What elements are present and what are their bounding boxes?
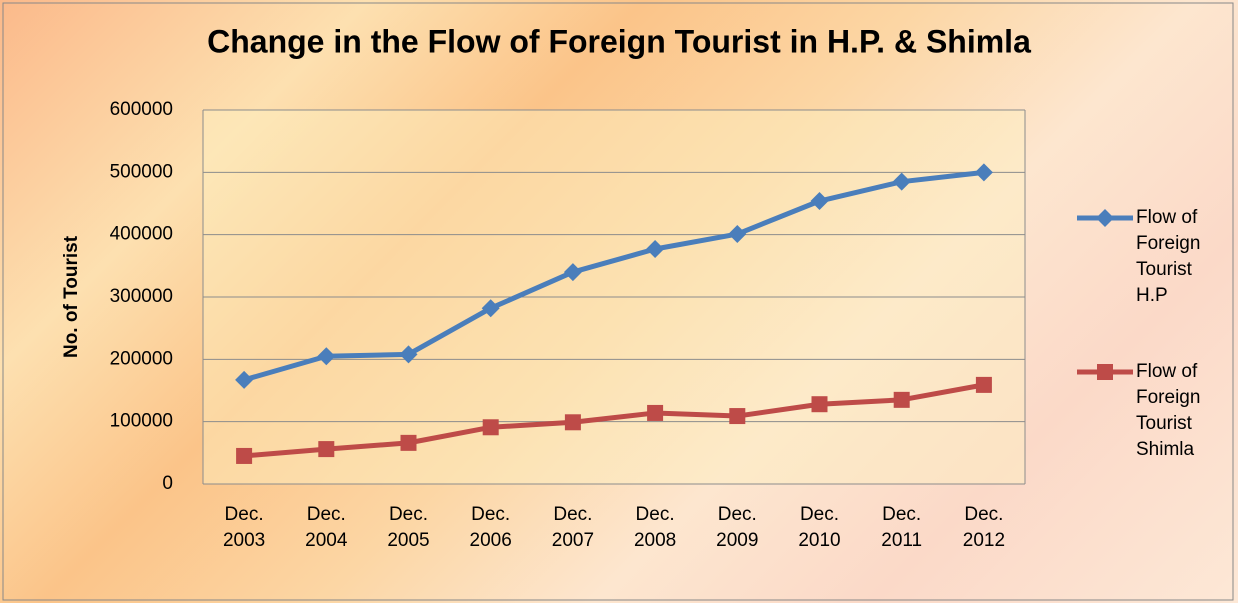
data-point <box>317 347 336 366</box>
data-point <box>729 408 746 425</box>
data-point <box>810 192 829 211</box>
y-tick-label: 600000 <box>110 99 173 120</box>
x-tick-label: Dec. 2004 <box>305 504 348 551</box>
x-tick-label: Dec. 2011 <box>881 504 923 551</box>
y-axis-label: No. of Tourist <box>61 235 82 358</box>
data-point <box>728 225 747 244</box>
data-point <box>563 263 582 282</box>
x-tick-label: Dec. 2005 <box>387 504 430 551</box>
data-point <box>647 404 664 421</box>
data-point <box>399 345 418 364</box>
x-tick-label: Dec. 2009 <box>716 504 759 551</box>
series-line <box>243 169 985 383</box>
x-tick-label: Dec. 2008 <box>633 504 677 551</box>
y-tick-label: 200000 <box>110 348 173 369</box>
x-tick-label: Dec. 2010 <box>798 504 841 551</box>
legend-label: Flow of Foreign Tourist Shimla <box>1136 361 1201 460</box>
x-tick-label: Dec. 2003 <box>222 504 266 551</box>
y-tick-label: 0 <box>162 473 173 494</box>
data-point <box>318 441 335 458</box>
data-point <box>892 172 911 191</box>
data-point <box>235 370 254 389</box>
series-line <box>243 382 985 459</box>
data-point <box>811 396 828 413</box>
x-tick-label: Dec. 2007 <box>551 504 595 551</box>
data-point <box>646 240 665 259</box>
data-point <box>974 163 993 182</box>
y-tick-label: 500000 <box>110 161 173 182</box>
chart-title: Change in the Flow of Foreign Tourist in… <box>207 23 1031 59</box>
legend-label: Flow of Foreign Tourist H.P <box>1136 207 1201 306</box>
legend-marker <box>1097 364 1113 380</box>
y-tick-label: 100000 <box>110 411 173 432</box>
x-tick-label: Dec. 2012 <box>962 504 1006 551</box>
data-point <box>893 391 910 408</box>
data-point <box>564 414 581 431</box>
data-point <box>481 299 500 318</box>
legend-marker <box>1096 209 1114 227</box>
data-point <box>975 376 992 393</box>
y-tick-label: 400000 <box>110 224 173 245</box>
data-point <box>236 447 253 464</box>
x-tick-label: Dec. 2006 <box>469 504 512 551</box>
y-tick-label: 300000 <box>110 286 173 307</box>
data-point <box>482 419 499 436</box>
data-point <box>400 434 417 451</box>
